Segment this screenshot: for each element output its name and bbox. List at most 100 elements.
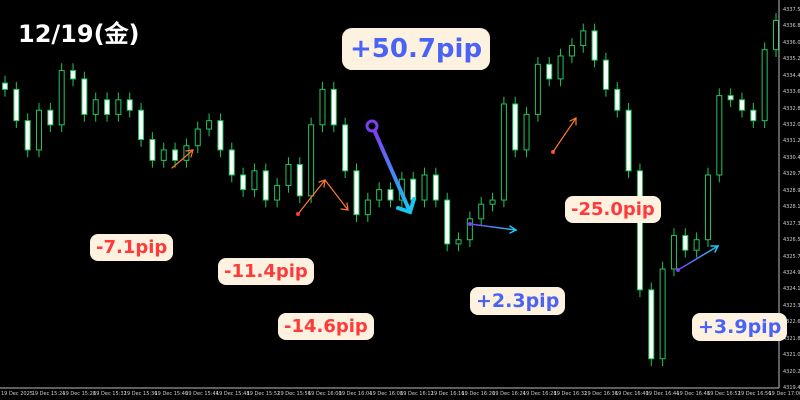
x-tick-label: 19 Dec 16:12 xyxy=(400,391,434,397)
candle-bearish xyxy=(546,63,553,80)
candle-bullish xyxy=(670,235,677,270)
y-tick-label: 4319.40 xyxy=(783,385,800,391)
candle-bearish xyxy=(648,289,655,360)
y-tick-label: 4324.90 xyxy=(783,269,800,276)
candle-bullish xyxy=(285,164,292,186)
x-tick-label: 19 Dec 15:40 xyxy=(154,391,189,397)
pip-label-plus-3-9: +3.9pip xyxy=(692,313,788,341)
candle-bearish xyxy=(602,59,609,90)
candle-bullish xyxy=(500,103,507,201)
candle-bearish xyxy=(750,109,757,122)
candle-bullish xyxy=(716,95,723,176)
pip-label-minus-14-6: -14.6pip xyxy=(278,313,374,340)
candle-bearish xyxy=(727,95,734,101)
candle-bullish xyxy=(534,63,541,115)
y-tick-label: 4326.50 xyxy=(783,237,800,244)
x-tick-label: 19 Dec 16:20 xyxy=(461,391,496,397)
y-tick-label: 4332.00 xyxy=(783,122,800,129)
x-tick-label: 19 Dec 16:28 xyxy=(522,391,557,397)
y-tick-label: 4336.00 xyxy=(783,39,800,46)
y-tick-label: 4327.30 xyxy=(783,220,800,227)
candle-bullish xyxy=(319,88,326,126)
x-tick-label: 19 Dec 15:28 xyxy=(62,391,97,397)
chart-title: 12/19(金) xyxy=(18,20,140,48)
candle-bearish xyxy=(738,99,745,111)
arrow-trade-7 xyxy=(676,245,720,272)
y-tick-label: 4330.40 xyxy=(783,154,800,161)
candle-bearish xyxy=(444,199,451,245)
y-tick-label: 4332.80 xyxy=(783,105,800,112)
candle-bearish xyxy=(149,138,156,161)
candle-bearish xyxy=(262,170,269,201)
arrow-trade-1 xyxy=(171,149,194,169)
x-tick-label: 19 Dec 15:48 xyxy=(215,391,250,397)
candle-bearish xyxy=(636,170,643,291)
candle-bullish xyxy=(92,99,99,115)
candle-bullish xyxy=(36,109,43,151)
y-tick-label: 4331.20 xyxy=(783,138,800,145)
y-tick-label: 4322.60 xyxy=(783,319,800,326)
x-tick-label: 19 Dec 16:00 xyxy=(308,391,342,397)
candle-bullish xyxy=(466,218,473,241)
candle-bullish xyxy=(761,49,768,122)
candle-bearish xyxy=(228,149,235,176)
x-tick-label: 19 Dec 15:44 xyxy=(185,391,219,397)
y-tick-label: 4337.50 xyxy=(783,7,800,13)
candle-bearish xyxy=(104,99,111,115)
candle-bearish xyxy=(353,170,360,216)
candle-bearish xyxy=(591,30,598,61)
y-tick-label: 4335.20 xyxy=(783,56,800,63)
candle-bullish xyxy=(160,149,167,161)
candle-bullish xyxy=(421,174,428,201)
candle-bullish xyxy=(568,45,575,57)
pip-label-plus-2-3: +2.3pip xyxy=(470,287,566,315)
x-tick-label: 19 Dec 15:24 xyxy=(31,391,66,397)
trade-arrows xyxy=(171,117,720,272)
y-tick-label: 4328.90 xyxy=(783,187,800,194)
y-tick-label: 4324.10 xyxy=(783,286,800,293)
candle-bearish xyxy=(172,149,179,161)
candle-bullish xyxy=(455,239,462,245)
candle-bearish xyxy=(13,88,20,122)
y-tick-label: 4336.80 xyxy=(783,23,800,30)
candle-bearish xyxy=(240,174,247,191)
x-tick-label: 19 Dec 16:44 xyxy=(645,391,680,397)
candle-bearish xyxy=(47,109,54,126)
candle-bullish xyxy=(659,268,666,360)
candle-bullish xyxy=(308,124,315,197)
candle-bearish xyxy=(138,109,145,140)
x-tick-label: 19 Dec 16:04 xyxy=(338,391,373,397)
y-tick-label: 4321.80 xyxy=(783,335,800,342)
candle-bearish xyxy=(24,120,31,151)
candle-bearish xyxy=(330,88,337,126)
candle-bearish xyxy=(342,124,349,172)
arrow-trade-6 xyxy=(551,117,577,154)
candle-bullish xyxy=(523,113,530,151)
y-tick-label: 4323.30 xyxy=(783,302,800,309)
x-tick-label: 19 Dec 15:32 xyxy=(93,391,127,397)
arrow-trade-3 xyxy=(324,179,349,211)
candles xyxy=(2,13,779,367)
x-tick-label: 19 Dec 2025 xyxy=(1,391,33,397)
x-tick-label: 19 Dec 16:36 xyxy=(584,391,618,397)
candle-bearish xyxy=(296,164,303,197)
candle-bullish xyxy=(58,70,65,126)
y-tick-label: 4329.70 xyxy=(783,171,800,178)
candle-bullish xyxy=(580,30,587,47)
arrow-trade-big xyxy=(365,119,416,215)
candle-bullish xyxy=(364,199,371,216)
candle-bullish xyxy=(376,189,383,201)
candle-bullish xyxy=(183,145,190,161)
x-tick-label: 19 Dec 15:52 xyxy=(246,391,281,397)
candle-bullish xyxy=(206,120,213,130)
candle-bearish xyxy=(432,174,439,201)
y-tick-label: 4320.20 xyxy=(783,368,800,375)
candle-bearish xyxy=(217,120,224,151)
candle-bullish xyxy=(251,170,258,191)
candle-bearish xyxy=(512,103,519,151)
x-tick-label: 19 Dec 15:56 xyxy=(277,391,311,397)
candle-bullish xyxy=(773,19,779,51)
x-tick-label: 19 Dec 16:48 xyxy=(676,391,711,397)
candle-bullish xyxy=(557,55,564,80)
